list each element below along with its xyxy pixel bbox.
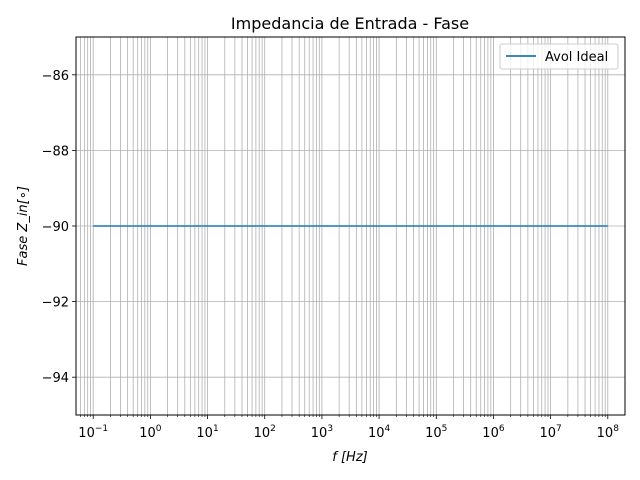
y-axis-ticks: −86 −88 −90 −92 −94 [42, 69, 76, 386]
x-tick-label: 108 [597, 424, 620, 441]
x-tick-label: 106 [482, 424, 505, 441]
legend: Avol Ideal [499, 43, 619, 70]
y-tick-label: −90 [42, 220, 69, 235]
y-tick-label: −86 [42, 69, 69, 84]
x-tick-label: 10−1 [78, 424, 108, 441]
chart-title: Impedancia de Entrada - Fase [231, 14, 469, 33]
y-tick-label: −94 [42, 371, 69, 386]
y-tick-label: −88 [42, 144, 69, 159]
x-tick-label: 107 [539, 424, 561, 441]
x-tick-label: 105 [425, 424, 447, 441]
x-axis-label: f [Hz] [332, 450, 367, 465]
y-axis-label: Fase Z_in[∘] [16, 186, 31, 266]
x-axis-ticks: 10−1 100 101 102 103 104 105 106 107 108 [78, 415, 619, 441]
x-tick-label: 101 [196, 424, 218, 441]
legend-box [499, 43, 619, 70]
x-tick-label: 104 [368, 424, 391, 441]
x-tick-label: 103 [311, 424, 333, 441]
y-tick-label: −92 [42, 296, 69, 311]
x-tick-label: 102 [254, 424, 276, 441]
legend-label: Avol Ideal [545, 50, 608, 65]
x-tick-label: 100 [139, 424, 162, 441]
